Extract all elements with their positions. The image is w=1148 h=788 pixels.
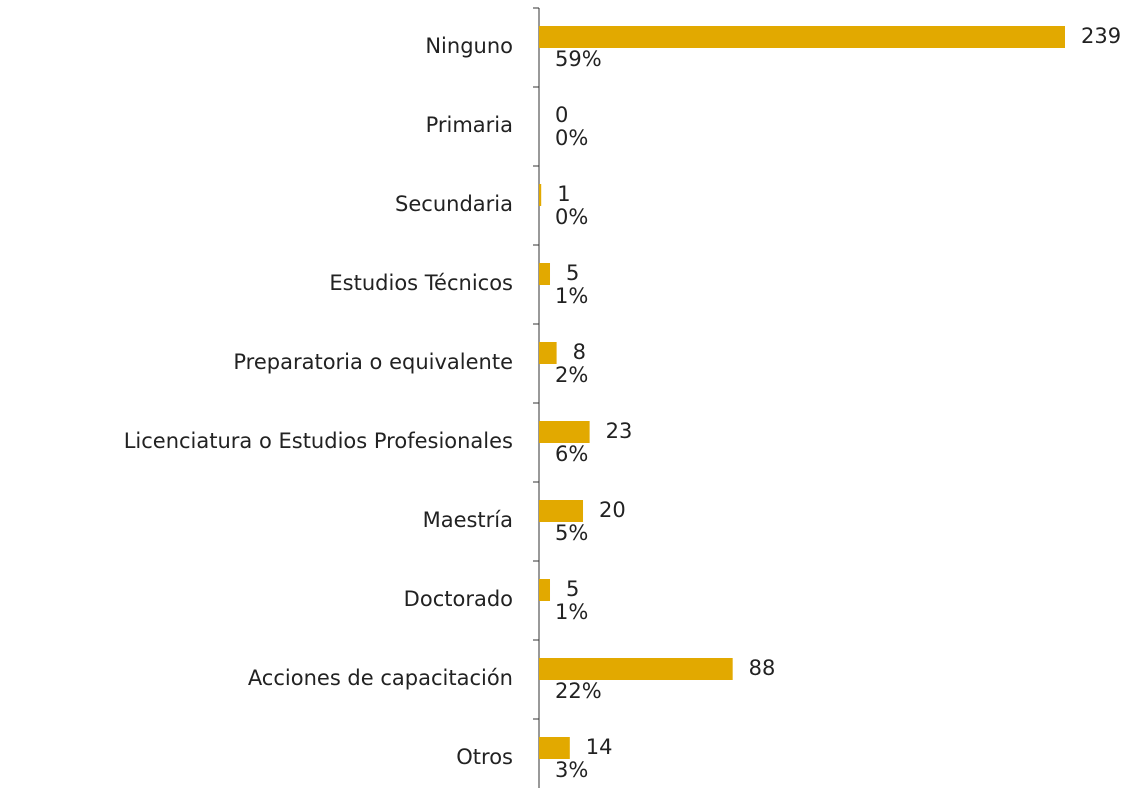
bar <box>539 26 1065 48</box>
value-label: 14 <box>586 735 613 759</box>
bar <box>539 342 557 364</box>
value-label: 23 <box>606 419 633 443</box>
value-label: 239 <box>1081 24 1121 48</box>
percent-label: 59% <box>555 47 602 71</box>
percent-label: 0% <box>555 126 588 150</box>
bar <box>539 263 551 285</box>
percent-label: 0% <box>555 205 588 229</box>
category-label: Licenciatura o Estudios Profesionales <box>124 429 513 453</box>
category-label: Preparatoria o equivalente <box>233 350 513 374</box>
percent-label: 2% <box>555 363 588 387</box>
bar <box>539 658 733 680</box>
percent-label: 6% <box>555 442 588 466</box>
category-label: Otros <box>456 745 513 769</box>
percent-label: 3% <box>555 758 588 782</box>
value-label: 5 <box>566 261 579 285</box>
category-label: Doctorado <box>404 587 513 611</box>
bar <box>539 500 584 522</box>
category-label: Acciones de capacitación <box>248 666 513 690</box>
percent-label: 1% <box>555 600 588 624</box>
value-label: 5 <box>566 577 579 601</box>
category-label: Primaria <box>426 113 513 137</box>
category-label: Ninguno <box>425 34 513 58</box>
value-label: 1 <box>557 182 570 206</box>
category-label: Secundaria <box>395 192 513 216</box>
percent-label: 1% <box>555 284 588 308</box>
bar <box>539 184 542 206</box>
category-label: Estudios Técnicos <box>329 271 513 295</box>
bar <box>539 579 551 601</box>
percent-label: 5% <box>555 521 588 545</box>
value-label: 88 <box>749 656 776 680</box>
bar <box>539 421 590 443</box>
value-label: 8 <box>573 340 586 364</box>
value-label: 20 <box>599 498 626 522</box>
value-label: 0 <box>555 103 568 127</box>
category-label: Maestría <box>423 508 513 532</box>
bar <box>539 737 570 759</box>
percent-label: 22% <box>555 679 602 703</box>
